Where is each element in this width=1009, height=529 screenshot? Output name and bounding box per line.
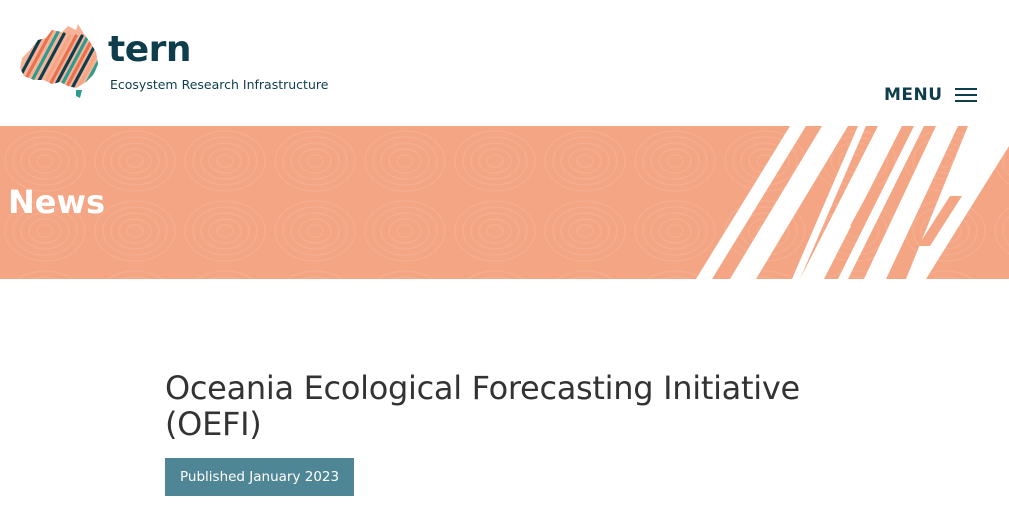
australia-map-logo-icon bbox=[20, 24, 98, 98]
logo-wordmark: tern bbox=[108, 29, 192, 70]
tern-logo-link[interactable]: tern Ecosystem Research Infrastructure bbox=[16, 22, 329, 104]
article: Oceania Ecological Forecasting Initiativ… bbox=[165, 370, 865, 496]
site-header: tern Ecosystem Research Infrastructure M… bbox=[0, 0, 1009, 126]
menu-label: MENU bbox=[884, 85, 943, 105]
logo-subtitle: Ecosystem Research Infrastructure bbox=[110, 77, 329, 92]
banner-title: News bbox=[8, 183, 106, 221]
news-banner: News bbox=[0, 126, 1009, 279]
article-title: Oceania Ecological Forecasting Initiativ… bbox=[165, 369, 800, 443]
published-date-badge: Published January 2023 bbox=[165, 458, 355, 496]
hamburger-menu-icon bbox=[954, 88, 977, 102]
menu-button[interactable]: MENU bbox=[884, 82, 977, 108]
decorative-stripes bbox=[696, 126, 1009, 279]
